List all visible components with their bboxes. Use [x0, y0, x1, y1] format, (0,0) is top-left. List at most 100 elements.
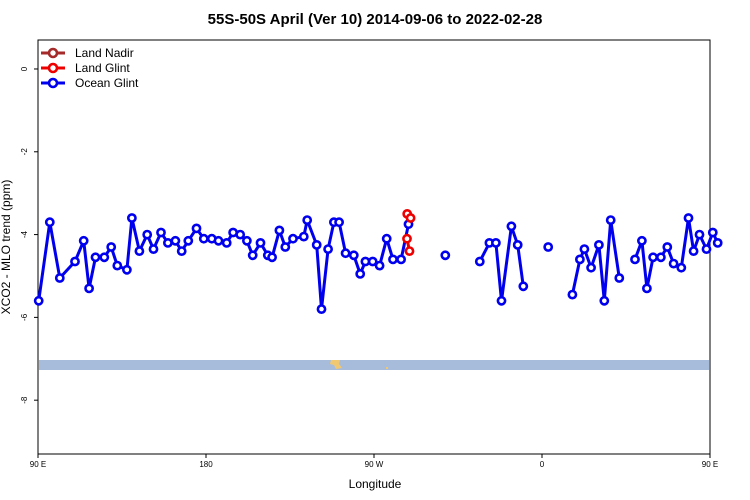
ocean-glint-point	[496, 295, 507, 306]
ocean-glint-point	[586, 262, 596, 273]
ocean-glint-point	[694, 229, 705, 240]
ocean-glint-point	[221, 237, 232, 248]
ocean-glint-point	[134, 246, 145, 256]
ocean-glint-point	[388, 254, 398, 265]
ocean-glint-point	[70, 256, 80, 267]
x-axis-label: Longitude	[349, 477, 402, 491]
ocean-glint-point	[323, 244, 333, 254]
ocean-glint-point	[599, 295, 610, 306]
x-tick-label: 90 W	[365, 460, 384, 469]
ocean-glint-point	[334, 217, 344, 228]
ocean-glint-point	[198, 233, 209, 244]
x-tick-label: 0	[540, 460, 545, 469]
x-tick-label: 90 E	[702, 460, 718, 469]
y-tick-label: -4	[20, 230, 29, 238]
ocean-glint-point	[274, 225, 285, 236]
ocean-glint-point	[183, 235, 194, 246]
ocean-glint-point	[162, 237, 173, 248]
ocean-glint-point	[298, 231, 309, 242]
land-speck	[386, 367, 388, 369]
ocean-glint-point	[474, 256, 485, 267]
ocean-glint-point	[176, 246, 187, 256]
y-tick-label: -2	[20, 148, 29, 156]
x-tick-label: 90 E	[30, 460, 46, 469]
ocean-glint-point	[648, 252, 658, 263]
x-axis: 90 E 180 90 W 0 90 E	[30, 454, 718, 469]
ocean-glint-point	[575, 254, 585, 265]
ocean-glint-point	[637, 235, 647, 246]
legend-marker	[47, 47, 59, 59]
ocean-glint-point	[490, 237, 501, 248]
land-glint-point	[402, 233, 412, 244]
legend-marker	[47, 77, 59, 89]
legend-item-land-glint: Land Glint	[41, 61, 130, 75]
series-ocean-glint	[33, 213, 723, 314]
x-tick-label: 180	[199, 460, 213, 469]
ocean-glint-point	[701, 244, 712, 254]
ocean-glint-point	[255, 237, 266, 248]
ocean-glint-point	[170, 235, 181, 246]
ocean-glint-point	[156, 227, 166, 238]
legend-item-ocean-glint: Ocean Glint	[41, 76, 139, 90]
ocean-glint-point	[90, 252, 101, 263]
ocean-glint-point	[355, 268, 366, 279]
ocean-glint-point	[630, 254, 640, 265]
land-glint-point	[404, 246, 415, 256]
ocean-glint-point	[642, 283, 652, 294]
ocean-glint-point	[348, 250, 359, 261]
ocean-glint-point	[142, 229, 153, 240]
ocean-glint-point	[518, 281, 529, 292]
ocean-glint-point	[506, 221, 517, 232]
legend-marker	[47, 62, 59, 74]
ocean-glint-point	[54, 273, 65, 283]
ocean-glint-point	[302, 215, 313, 225]
ocean-glint-point	[316, 304, 327, 314]
ocean-glint-point	[676, 262, 687, 273]
legend-label: Ocean Glint	[75, 76, 139, 90]
ocean-glint-point	[374, 260, 385, 271]
ocean-glint-point	[288, 233, 298, 244]
ocean-glint-point	[707, 227, 718, 238]
ocean-glint-point	[241, 235, 252, 246]
y-axis: 0 -2 -4 -6 -8	[20, 66, 38, 404]
y-tick-label: -6	[20, 313, 29, 321]
ocean-glint-point	[84, 283, 94, 294]
ocean-glint-point	[543, 242, 554, 252]
land-mask-strip	[39, 360, 709, 370]
ocean-glint-point	[656, 252, 666, 263]
ocean-glint-point	[213, 235, 224, 246]
ocean-glint-point	[311, 239, 322, 250]
ocean-glint-point	[605, 215, 616, 225]
ocean-glint-point	[367, 256, 378, 267]
ocean-glint-point	[683, 213, 694, 223]
ocean-glint-point	[247, 250, 258, 261]
y-tick-label: 0	[20, 66, 29, 71]
legend-label: Land Nadir	[75, 46, 134, 60]
ocean-land-band	[39, 360, 709, 370]
legend-label: Land Glint	[75, 61, 130, 75]
land-patch	[330, 360, 342, 369]
ocean-glint-line	[37, 216, 410, 311]
ocean-glint-point	[381, 233, 392, 244]
ocean-glint-point	[235, 229, 246, 240]
ocean-glint-point	[594, 239, 604, 250]
legend-item-land-nadir: Land Nadir	[41, 46, 134, 60]
y-tick-label: -8	[20, 396, 29, 404]
ocean-glint-point	[280, 242, 291, 252]
ocean-glint-point	[567, 289, 578, 300]
ocean-glint-point	[688, 246, 699, 256]
ocean-glint-point	[191, 223, 202, 234]
land-glint-point	[405, 213, 416, 223]
ocean-glint-point	[106, 242, 117, 252]
ocean-glint-point	[662, 242, 673, 252]
ocean-glint-point	[44, 217, 55, 228]
ocean-glint-point	[126, 213, 137, 223]
ocean-glint-point	[512, 239, 523, 250]
ocean-glint-line	[478, 224, 525, 303]
ocean-glint-point	[668, 258, 679, 269]
ocean-glint-point	[267, 252, 277, 263]
ocean-glint-point	[78, 235, 89, 246]
ocean-glint-point	[712, 237, 723, 248]
